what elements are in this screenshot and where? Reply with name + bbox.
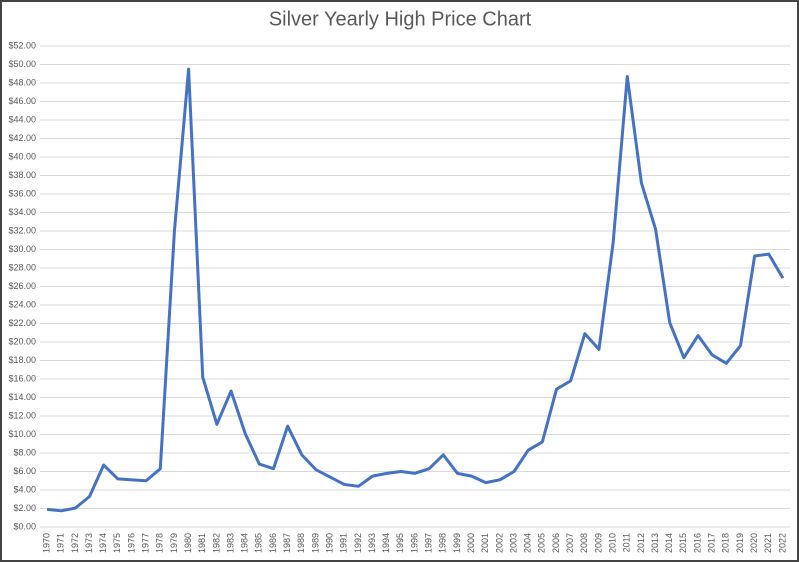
y-tick-label: $36.00 <box>8 188 36 198</box>
x-tick-label: 2021 <box>763 533 773 553</box>
x-tick-label: 1994 <box>381 533 391 553</box>
x-tick-label: 2005 <box>537 533 547 553</box>
y-tick-label: $32.00 <box>8 225 36 235</box>
y-tick-label: $14.00 <box>8 392 36 402</box>
x-tick-label: 2013 <box>650 533 660 553</box>
y-tick-label: $48.00 <box>8 77 36 87</box>
y-tick-label: $52.00 <box>8 40 36 50</box>
x-tick-label: 1973 <box>84 533 94 553</box>
x-tick-label: 1987 <box>282 533 292 553</box>
y-tick-label: $20.00 <box>8 336 36 346</box>
x-tick-label: 1996 <box>409 533 419 553</box>
x-tick-label: 1980 <box>183 533 193 553</box>
y-tick-label: $6.00 <box>13 466 36 476</box>
x-tick-label: 1993 <box>367 533 377 553</box>
x-tick-label: 2018 <box>721 533 731 553</box>
y-tick-label: $44.00 <box>8 114 36 124</box>
x-tick-label: 2017 <box>707 533 717 553</box>
y-tick-label: $26.00 <box>8 281 36 291</box>
x-tick-label: 1986 <box>268 533 278 553</box>
data-line <box>46 67 785 513</box>
x-tick-label: 1971 <box>56 533 66 553</box>
x-tick-label: 2000 <box>466 533 476 553</box>
x-tick-label: 1995 <box>395 533 405 553</box>
x-tick-label: 1978 <box>155 533 165 553</box>
y-tick-label: $50.00 <box>8 59 36 69</box>
x-tick-label: 2012 <box>636 533 646 553</box>
x-tick-label: 2010 <box>607 533 617 553</box>
x-tick-label: 1979 <box>169 533 179 553</box>
x-tick-label: 2019 <box>735 533 745 553</box>
x-tick-label: 1977 <box>141 533 151 553</box>
x-tick-label: 1976 <box>126 533 136 553</box>
y-tick-label: $4.00 <box>13 484 36 494</box>
chart-title: Silver Yearly High Price Chart <box>269 8 532 30</box>
y-tick-label: $24.00 <box>8 299 36 309</box>
y-tick-label: $18.00 <box>8 355 36 365</box>
x-tick-label: 2002 <box>494 533 504 553</box>
x-tick-label: 1984 <box>240 533 250 553</box>
x-tick-label: 2008 <box>579 533 589 553</box>
y-tick-label: $42.00 <box>8 133 36 143</box>
x-tick-label: 1991 <box>339 533 349 553</box>
x-tick-label: 2007 <box>565 533 575 553</box>
x-tick-label: 1983 <box>225 533 235 553</box>
x-tick-label: 2003 <box>508 533 518 553</box>
y-tick-label: $38.00 <box>8 170 36 180</box>
y-tick-label: $12.00 <box>8 410 36 420</box>
x-tick-label: 2001 <box>480 533 490 553</box>
y-tick-label: $30.00 <box>8 244 36 254</box>
x-tick-label: 1992 <box>353 533 363 553</box>
x-tick-label: 1972 <box>70 533 80 553</box>
x-tick-label: 2016 <box>692 533 702 553</box>
x-tick-label: 2011 <box>622 533 632 552</box>
x-tick-label: 2022 <box>777 533 787 553</box>
x-tick-label: 2015 <box>678 533 688 553</box>
x-tick-label: 1975 <box>112 533 122 553</box>
y-tick-label: $10.00 <box>8 429 36 439</box>
x-tick-label: 1989 <box>310 533 320 553</box>
x-tick-label: 2009 <box>593 533 603 553</box>
y-tick-label: $0.00 <box>13 521 36 531</box>
x-tick-label: 1985 <box>254 533 264 553</box>
x-tick-label: 1981 <box>197 533 207 553</box>
x-tick-label: 2004 <box>523 533 533 553</box>
y-tick-label: $34.00 <box>8 207 36 217</box>
x-tick-label: 1997 <box>424 533 434 553</box>
x-tick-label: 1999 <box>452 533 462 553</box>
y-tick-label: $40.00 <box>8 151 36 161</box>
x-tick-label: 2014 <box>664 533 674 553</box>
y-tick-label: $2.00 <box>13 503 36 513</box>
x-tick-label: 1998 <box>438 533 448 553</box>
y-tick-label: $8.00 <box>13 447 36 457</box>
x-tick-label: 1988 <box>296 533 306 553</box>
x-tick-label: 1982 <box>211 533 221 553</box>
x-tick-label: 1990 <box>324 533 334 553</box>
y-tick-label: $28.00 <box>8 262 36 272</box>
x-tick-label: 2020 <box>749 533 759 553</box>
y-tick-label: $22.00 <box>8 318 36 328</box>
x-tick-label: 1970 <box>41 533 51 553</box>
x-tick-label: 2006 <box>551 533 561 553</box>
y-tick-label: $16.00 <box>8 373 36 383</box>
x-tick-label: 1974 <box>98 533 108 553</box>
y-tick-label: $46.00 <box>8 96 36 106</box>
